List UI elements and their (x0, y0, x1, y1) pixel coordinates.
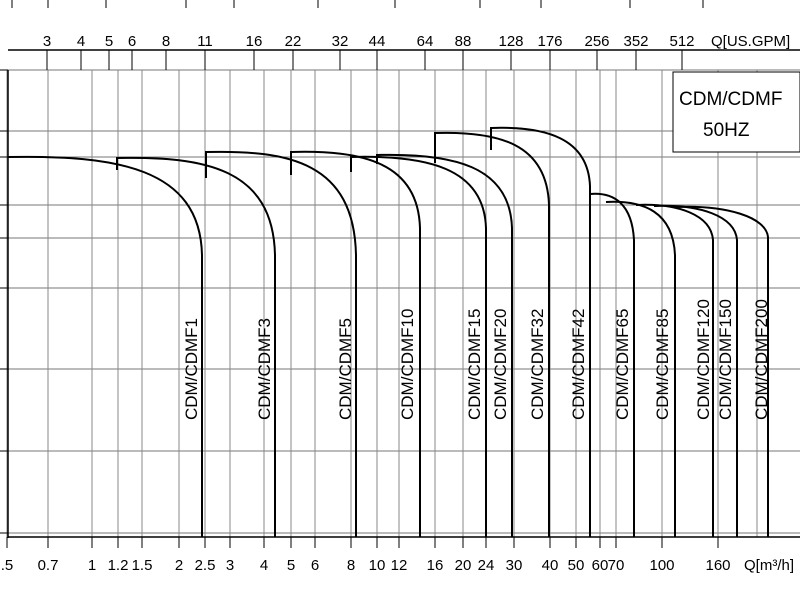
bottom-tick-label: 30 (506, 557, 523, 574)
bottom-tick-label: 3 (226, 557, 234, 574)
bottom-tick-label: 6 (311, 557, 319, 574)
curve-labels: CDM/CDMF1 CDM/CDMF3 CDM/CDMF5 CDM/CDMF10 CDM… (182, 299, 771, 420)
top-tick-label: 5 (105, 33, 113, 50)
bottom-tick-label: .5 (1, 557, 14, 574)
bottom-tick-label: 2.5 (195, 557, 216, 574)
grid (6, 69, 800, 537)
pump-curve (635, 203, 714, 537)
top-tick-labels: 3 4 5 6 8 11 16 22 32 44 64 88 128 176 256 352 512 (43, 33, 695, 70)
top-tick-label: 88 (455, 33, 472, 50)
curve-label: CDM/CDMF5 (336, 318, 355, 420)
curve-label: CDM/CDMF42 (569, 309, 588, 420)
top-axis-label: Q[US.GPM] (711, 33, 790, 50)
bottom-tick-label: 100 (649, 557, 674, 574)
bottom-tick-label: 5 (287, 557, 295, 574)
top-tick-label: 352 (623, 33, 648, 50)
pump-curve (605, 200, 676, 537)
top-tick-label: 44 (369, 33, 386, 50)
pump-curve (116, 156, 276, 537)
title-box: CDM/CDMF 50HZ (672, 71, 800, 153)
top-tick-label: 11 (197, 33, 213, 50)
pump-curve (490, 126, 591, 537)
top-tick-label: 32 (332, 33, 349, 50)
curve-label: CDM/CDMF32 (528, 309, 547, 420)
top-tick-label: 512 (669, 33, 694, 50)
pump-curve (205, 150, 357, 537)
pump-curve (290, 150, 421, 537)
curve-label: CDM/CDMF3 (255, 318, 274, 420)
curve-label: CDM/CDMF20 (491, 309, 510, 420)
bottom-tick-label: 60 (592, 557, 609, 574)
bottom-tick-label: 12 (391, 557, 408, 574)
bottom-tick-label: 4 (260, 557, 268, 574)
curve-label: CDM/CDMF1 (182, 318, 201, 420)
bottom-tick-label: 2 (175, 557, 183, 574)
bottom-tick-label: 40 (542, 557, 559, 574)
curve-label: CDM/CDMF10 (398, 309, 417, 420)
top-tick-label: 4 (77, 33, 85, 50)
top-tick-label: 22 (285, 33, 302, 50)
bottom-tick-label: 50 (568, 557, 585, 574)
top-tick-label: 16 (246, 33, 263, 50)
curve-label: CDM/CDMF15 (465, 309, 484, 420)
bottom-tick-label: 1 (88, 557, 96, 574)
pump-curve (589, 192, 635, 537)
top-tick-label: 176 (537, 33, 562, 50)
curve-label: CDM/CDMF120 (694, 299, 713, 420)
bottom-tick-label: 16 (427, 557, 444, 574)
bottom-tick-label: 8 (347, 557, 355, 574)
top-tick-label: 128 (498, 33, 523, 50)
bottom-tick-label: 24 (478, 557, 495, 574)
pump-curve (434, 131, 550, 537)
pump-curve (7, 155, 203, 537)
chart-title: CDM/CDMF (679, 89, 782, 110)
top-tick-label: 64 (417, 33, 434, 50)
curve-label: CDM/CDMF65 (613, 309, 632, 420)
bottom-tick-label: 0.7 (38, 557, 59, 574)
curves (7, 126, 769, 537)
top-tick-label: 6 (128, 33, 136, 50)
pump-curve (653, 204, 738, 537)
pump-curve (675, 205, 769, 537)
bottom-tick-label: 1.5 (132, 557, 153, 574)
bottom-tick-label: 10 (369, 557, 386, 574)
bottom-tick-label: 160 (705, 557, 730, 574)
top-tick-label: 256 (584, 33, 609, 50)
bottom-tick-labels: .5 0.7 1 1.2 1.5 2 2.5 3 4 5 6 8 10 12 16 20 24 30 40 50 60 7… (1, 537, 731, 574)
curve-label: CDM/CDMF85 (653, 309, 672, 420)
bottom-tick-label: 70 (608, 557, 625, 574)
pump-curve (350, 155, 487, 537)
bottom-tick-label: 20 (455, 557, 472, 574)
top-tick-label: 8 (162, 33, 170, 50)
curve-label: CDM/CDMF150 (716, 299, 735, 420)
chart-subtitle: 50HZ (703, 120, 750, 141)
bottom-axis-label: Q[m³/h] (744, 557, 794, 574)
axes (0, 0, 800, 538)
pump-curve (376, 153, 513, 537)
top-tick-label: 3 (43, 33, 51, 50)
curve-label: CDM/CDMF200 (752, 299, 771, 420)
bottom-tick-label: 1.2 (108, 557, 129, 574)
